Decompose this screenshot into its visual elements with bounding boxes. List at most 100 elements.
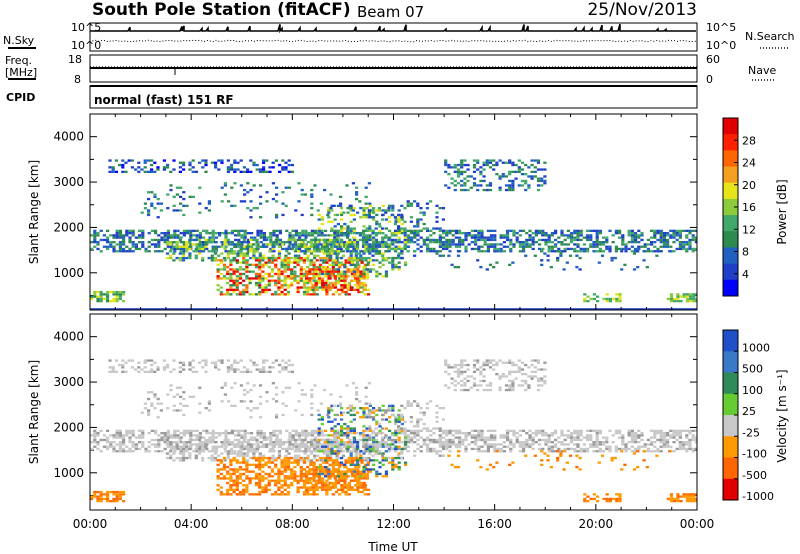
velocity-cell	[311, 468, 315, 471]
velocity-cell	[579, 438, 583, 442]
power-cell	[207, 256, 211, 260]
power-cell	[207, 238, 211, 242]
beam-label: Beam 07	[357, 3, 424, 21]
velocity-cell	[467, 432, 471, 435]
velocity-cell	[216, 477, 220, 480]
power-cell	[223, 184, 227, 187]
power-cell	[595, 232, 599, 235]
velocity-cell	[277, 479, 281, 482]
velocity-cell	[258, 472, 262, 476]
velocity-cell	[301, 434, 305, 437]
power-cell	[650, 243, 654, 246]
power-cell	[611, 241, 615, 244]
power-cell	[343, 284, 347, 287]
power-cell	[156, 202, 160, 205]
power-cell	[586, 295, 590, 298]
power-cell	[495, 250, 499, 253]
velocity-cell	[502, 445, 506, 448]
velocity-cell	[592, 450, 596, 453]
velocity-cell	[278, 438, 282, 442]
velocity-cell	[384, 434, 388, 437]
velocity-cell	[470, 436, 474, 439]
power-cell	[467, 234, 471, 237]
velocity-cell	[258, 454, 262, 457]
velocity-cell	[99, 450, 103, 453]
velocity-cell	[277, 481, 281, 485]
power-cell	[302, 293, 307, 296]
velocity-cell	[173, 450, 177, 453]
velocity-cell	[371, 429, 375, 432]
power-cell	[676, 300, 680, 303]
power-cell	[416, 218, 420, 221]
power-cell	[150, 238, 154, 242]
y-tick-label: 3000	[53, 175, 84, 189]
velocity-ylabel: Slant Range [km]	[27, 360, 41, 464]
velocity-cell	[293, 472, 297, 476]
power-cell	[270, 270, 275, 273]
power-cell	[109, 241, 113, 244]
velocity-cell	[563, 434, 567, 437]
power-cell	[330, 247, 334, 251]
velocity-cell	[207, 450, 211, 453]
power-cell	[275, 243, 279, 246]
velocity-cell	[359, 481, 363, 485]
power-cell	[435, 241, 439, 244]
velocity-cell	[365, 429, 369, 432]
power-cell	[520, 168, 525, 171]
power-cell	[374, 232, 378, 235]
power-cell	[624, 245, 628, 248]
power-cell	[506, 245, 510, 248]
power-cell	[265, 159, 269, 162]
power-cell	[286, 266, 291, 269]
velocity-cell	[210, 454, 214, 457]
velocity-cell	[185, 443, 189, 446]
power-cell	[250, 236, 254, 239]
power-cell	[309, 250, 314, 253]
power-cell	[138, 229, 142, 232]
power-cell	[543, 161, 547, 164]
power-cell	[227, 243, 231, 246]
velocity-cell	[320, 434, 324, 437]
velocity-cell	[493, 443, 497, 446]
power-cell	[194, 247, 198, 251]
velocity-cell	[666, 445, 670, 448]
power-cell	[463, 188, 467, 192]
power-cell	[669, 297, 674, 301]
velocity-cell	[464, 432, 468, 435]
power-cell	[237, 250, 241, 253]
power-cell	[362, 252, 366, 255]
power-cell	[115, 232, 119, 235]
power-cell	[691, 236, 695, 239]
velocity-cell	[675, 434, 679, 437]
velocity-cell	[296, 459, 300, 462]
velocity-cell	[305, 479, 309, 482]
velocity-cell	[367, 456, 371, 460]
velocity-cell	[262, 432, 266, 435]
power-cell	[280, 284, 284, 287]
velocity-cell	[325, 490, 329, 494]
power-cell	[309, 238, 314, 242]
power-cell	[234, 229, 238, 232]
power-cell	[99, 300, 103, 303]
power-cell	[456, 168, 461, 171]
power-cell	[232, 256, 236, 260]
velocity-cell	[493, 434, 497, 437]
power-cell	[672, 236, 676, 239]
power-cell	[634, 234, 638, 237]
power-cell	[472, 166, 477, 169]
velocity-cell	[118, 441, 122, 444]
power-cell	[349, 232, 353, 235]
power-cell	[327, 209, 331, 212]
velocity-cell	[261, 466, 265, 469]
power-cell	[261, 288, 265, 291]
velocity-cell	[227, 443, 231, 446]
power-cell	[605, 236, 609, 239]
velocity-cell	[322, 466, 326, 469]
power-cell	[364, 243, 368, 246]
power-cell	[312, 261, 316, 264]
power-cell	[409, 216, 413, 219]
power-cell	[217, 168, 221, 171]
velocity-cell	[270, 493, 275, 496]
power-cell	[204, 163, 208, 167]
velocity-cell	[327, 407, 331, 410]
